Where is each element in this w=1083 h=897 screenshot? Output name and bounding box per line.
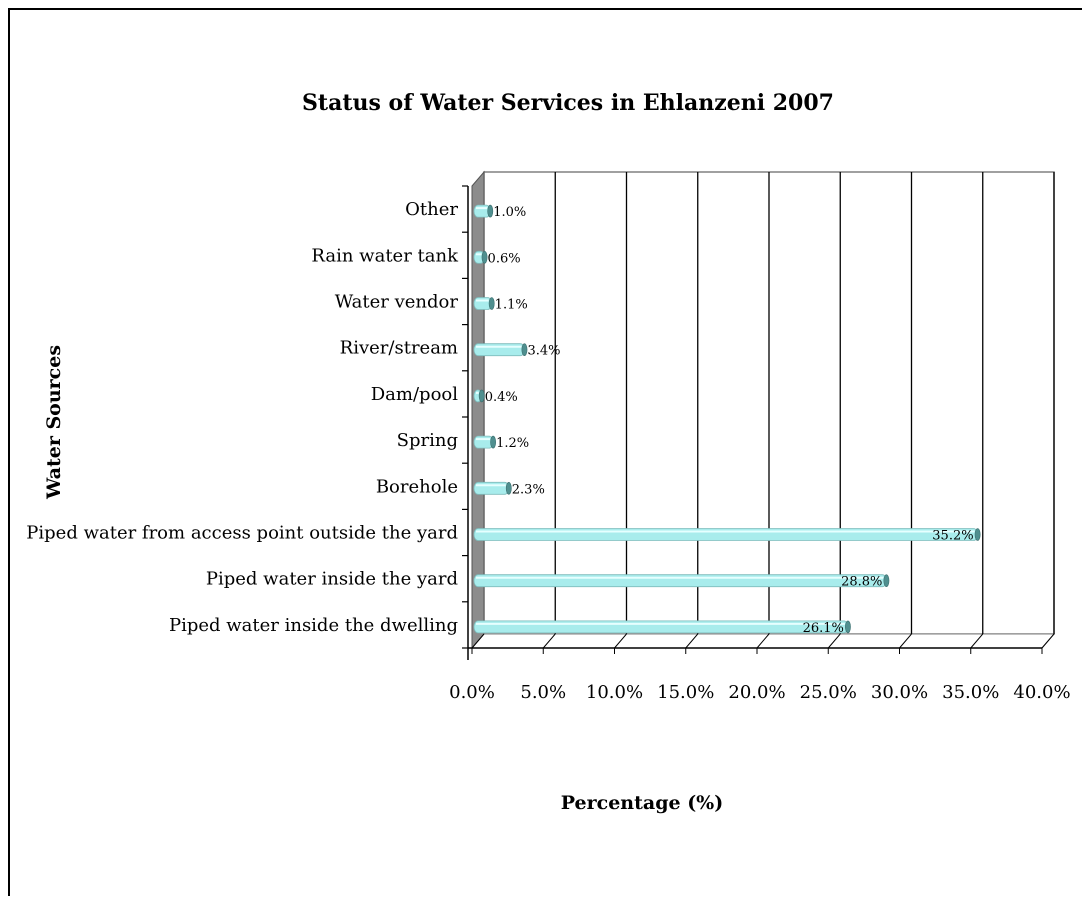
floor-gridline (970, 633, 984, 649)
plot-area: 0.0% 5.0% 10.0% 15.0% 20.0% 25.0% 30.0% 35.0% 40… (26, 170, 1071, 703)
x-tick-label: 15.0% (657, 682, 714, 703)
bar (473, 574, 887, 588)
x-tick-label: 20.0% (728, 682, 785, 703)
x-tick-label: 35.0% (942, 682, 999, 703)
category-label: Dam/pool (371, 384, 458, 405)
category-label: Piped water from access point outside th… (26, 523, 458, 544)
y-axis-title: Water Sources (43, 345, 65, 500)
x-tick-label: 30.0% (871, 682, 928, 703)
bar-cap (481, 250, 488, 264)
bar-cap (505, 481, 512, 495)
bar-cap (490, 435, 496, 449)
floor-gridline (1041, 633, 1055, 649)
category-label: Rain water tank (311, 245, 459, 266)
data-label: 2.3% (512, 482, 545, 497)
bar (473, 481, 510, 495)
floor-gridline (685, 633, 699, 649)
data-label: 3.4% (527, 344, 560, 359)
data-label: 26.1% (803, 621, 844, 636)
bar-cap (478, 389, 485, 403)
data-label: 1.1% (495, 298, 528, 313)
x-tick-label: 5.0% (520, 682, 566, 703)
category-label: Borehole (376, 476, 458, 497)
bar (473, 343, 525, 357)
floor-gridline (756, 633, 770, 649)
floor-gridline (471, 633, 485, 649)
bar (473, 528, 979, 541)
floor-gridline (827, 633, 841, 649)
floor-gridline (899, 633, 912, 649)
x-tick-label: 25.0% (800, 682, 857, 703)
data-label: 0.4% (485, 390, 518, 405)
bar-cap (487, 204, 494, 218)
data-label: 28.8% (841, 575, 882, 590)
bar-cap (883, 574, 890, 588)
floor-gridline (614, 633, 627, 649)
bar-cap (488, 297, 495, 310)
bar-cap (845, 620, 851, 634)
chart-title: Status of Water Services in Ehlanzeni 20… (302, 90, 834, 116)
data-label: 1.0% (493, 205, 526, 220)
x-tick-label: 10.0% (586, 682, 643, 703)
x-axis-title: Percentage (%) (561, 792, 723, 814)
data-label: 1.2% (496, 436, 529, 451)
category-label: Piped water inside the yard (206, 569, 458, 590)
bar-cap (521, 343, 528, 357)
x-tick-label: 0.0% (449, 682, 495, 703)
category-label: Spring (397, 430, 458, 451)
data-label: 35.2% (932, 529, 973, 544)
category-label: River/stream (340, 338, 458, 359)
floor-gridline (542, 633, 556, 649)
x-tick-label: 40.0% (1013, 682, 1070, 703)
bar (473, 620, 849, 634)
category-label: Water vendor (335, 292, 459, 313)
chart-frame (8, 8, 1082, 896)
category-label: Other (405, 199, 458, 220)
bar-cap (974, 528, 981, 541)
category-label: Piped water inside the dwelling (169, 615, 458, 636)
data-label: 0.6% (488, 251, 521, 266)
